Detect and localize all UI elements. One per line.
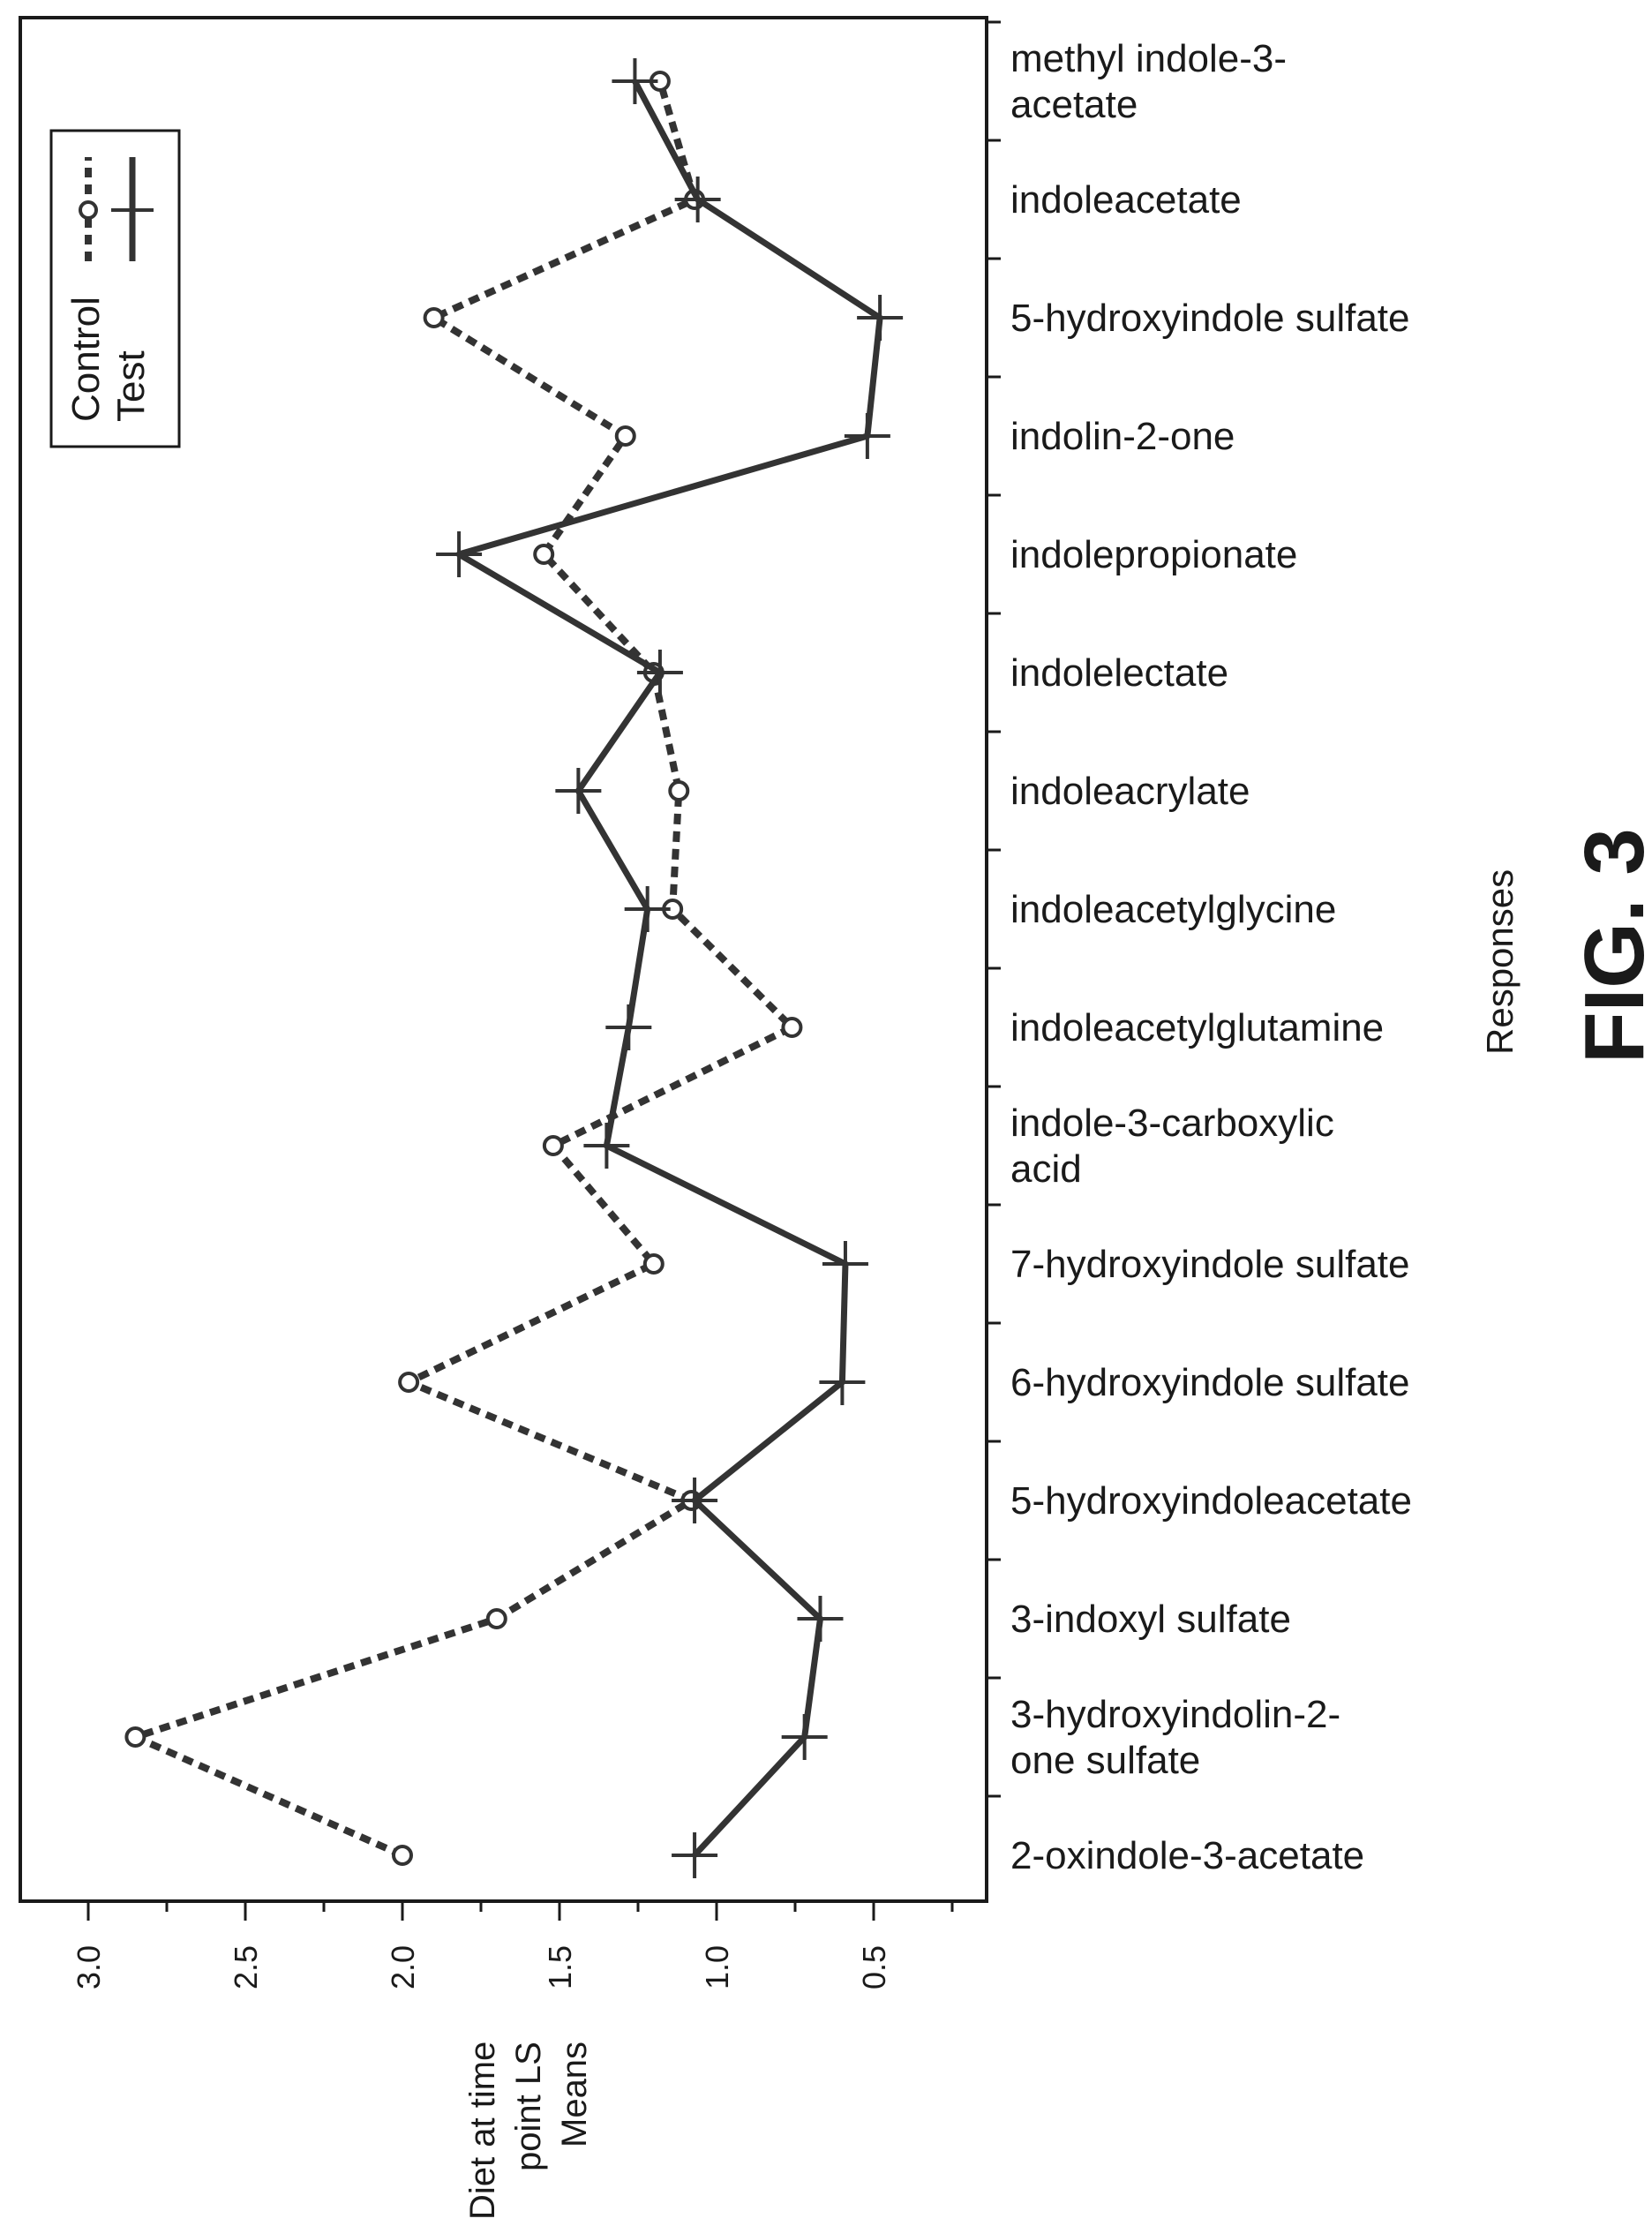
- control-line: [131, 79, 796, 1859]
- value-tick-label: 3.0: [71, 1945, 107, 1989]
- control-point: [398, 1372, 420, 1393]
- control-point: [614, 425, 636, 447]
- test-point: [857, 295, 904, 341]
- test-point: [797, 1596, 844, 1642]
- value-tick-label: 2.5: [228, 1945, 264, 1989]
- legend: Control Test: [49, 129, 181, 448]
- legend-label-control: Control: [64, 297, 108, 422]
- legend-label-test: Test: [109, 350, 153, 422]
- control-point: [781, 1017, 803, 1038]
- legend-box: [49, 129, 181, 448]
- value-tick-label: 2.0: [385, 1945, 421, 1989]
- series-control: [124, 71, 803, 1866]
- test-point: [555, 768, 602, 814]
- category-label: one sulfate: [1010, 1739, 1200, 1782]
- control-point: [124, 1726, 146, 1748]
- test-point: [583, 1123, 630, 1169]
- value-tick-label: 1.0: [699, 1945, 735, 1989]
- category-label: indoleacetylglycine: [1010, 888, 1336, 931]
- figure-label: FIG. 3: [1567, 828, 1652, 1064]
- value-tick-label: 1.5: [542, 1945, 578, 1989]
- value-tick-label: 0.5: [856, 1945, 892, 1989]
- test-point: [636, 650, 683, 696]
- test-point: [672, 1478, 718, 1523]
- test-point: [624, 886, 671, 932]
- control-point: [423, 307, 445, 328]
- value-axis-ticks: [86, 1901, 954, 1921]
- test-point: [781, 1714, 828, 1760]
- test-point: [672, 1832, 718, 1878]
- category-label: 3-hydroxyindolin-2-: [1010, 1693, 1340, 1736]
- category-label: 2-oxindole-3-acetate: [1010, 1834, 1364, 1877]
- x-axis-label: Responses: [1479, 869, 1521, 1055]
- category-label: indolin-2-one: [1010, 415, 1235, 458]
- control-point: [485, 1608, 507, 1629]
- category-label: indoleacrylate: [1010, 770, 1250, 813]
- plot-frame: [19, 16, 988, 1903]
- test-point: [844, 413, 890, 459]
- category-label: acetate: [1010, 83, 1138, 126]
- control-point: [668, 780, 690, 801]
- legend-swatch-test: [111, 157, 154, 261]
- test-point: [674, 177, 721, 222]
- test-point: [605, 1004, 652, 1050]
- control-point: [392, 1845, 413, 1866]
- test-point: [822, 1241, 868, 1287]
- category-label: indoleacetate: [1010, 178, 1242, 222]
- category-label: 5-hydroxyindoleacetate: [1010, 1479, 1412, 1523]
- control-point: [642, 1253, 665, 1275]
- test-line: [455, 79, 883, 1858]
- legend-swatch-control: [79, 157, 98, 261]
- series-test: [436, 58, 904, 1878]
- category-axis-ticks: [987, 20, 1001, 1798]
- category-label: acid: [1010, 1147, 1082, 1191]
- value-tick-labels: 3.0 2.5 2.0 1.5 1.0 0.5: [71, 1945, 892, 1989]
- category-label: 3-indoxyl sulfate: [1010, 1598, 1291, 1641]
- control-point: [533, 544, 555, 565]
- category-label: indoleacetylglutamine: [1010, 1006, 1384, 1049]
- category-labels: 2-oxindole-3-acetate 3-hydroxyindolin-2-o…: [1010, 37, 1412, 1877]
- y-axis-label-line-2: point LS: [509, 2042, 548, 2171]
- y-axis-label-line-3: Means: [555, 2042, 594, 2147]
- test-point: [436, 531, 483, 577]
- category-label: 7-hydroxyindole sulfate: [1010, 1243, 1409, 1286]
- category-label: indole-3-carboxylic: [1010, 1102, 1334, 1145]
- category-label: 6-hydroxyindole sulfate: [1010, 1361, 1409, 1404]
- test-point: [612, 58, 658, 104]
- category-label: 5-hydroxyindole sulfate: [1010, 297, 1409, 340]
- y-axis-label-line-1: Diet at time: [463, 2042, 502, 2220]
- control-point: [542, 1135, 564, 1156]
- test-point: [819, 1359, 866, 1405]
- category-label: indolelectate: [1010, 651, 1228, 695]
- category-label: indolepropionate: [1010, 533, 1297, 576]
- category-label: methyl indole-3-: [1010, 37, 1287, 80]
